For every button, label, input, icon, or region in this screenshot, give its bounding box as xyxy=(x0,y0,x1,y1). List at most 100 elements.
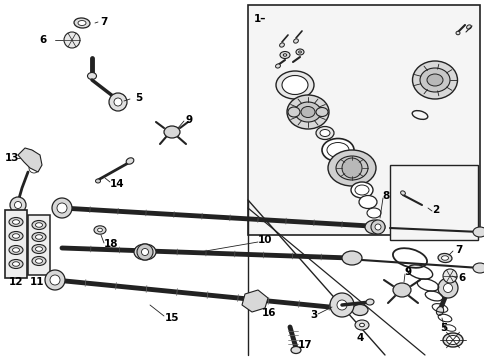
Ellipse shape xyxy=(134,244,156,260)
Text: 9: 9 xyxy=(404,267,411,277)
Ellipse shape xyxy=(327,150,375,186)
Ellipse shape xyxy=(319,130,329,136)
Ellipse shape xyxy=(354,185,368,195)
Ellipse shape xyxy=(9,260,23,268)
Ellipse shape xyxy=(126,158,134,164)
Ellipse shape xyxy=(446,336,458,345)
Ellipse shape xyxy=(13,234,19,238)
Ellipse shape xyxy=(316,107,327,116)
Bar xyxy=(5,210,27,278)
Ellipse shape xyxy=(350,182,372,198)
Ellipse shape xyxy=(466,25,470,29)
Ellipse shape xyxy=(426,74,442,86)
Circle shape xyxy=(45,270,65,290)
Text: 11: 11 xyxy=(30,277,45,287)
Text: 10: 10 xyxy=(257,235,272,245)
Ellipse shape xyxy=(35,247,43,251)
Circle shape xyxy=(136,244,152,260)
Ellipse shape xyxy=(32,256,46,266)
Text: 16: 16 xyxy=(261,308,276,318)
Circle shape xyxy=(15,201,21,208)
Ellipse shape xyxy=(164,126,180,138)
Ellipse shape xyxy=(326,142,348,157)
Ellipse shape xyxy=(351,305,367,316)
Ellipse shape xyxy=(455,31,459,35)
Text: 2: 2 xyxy=(431,205,439,215)
Ellipse shape xyxy=(287,95,328,129)
Text: 18: 18 xyxy=(104,239,118,249)
Text: 9: 9 xyxy=(184,115,192,125)
Ellipse shape xyxy=(95,179,100,183)
Ellipse shape xyxy=(32,232,46,241)
Text: 1–: 1– xyxy=(254,14,266,24)
Text: 17: 17 xyxy=(297,340,312,350)
Ellipse shape xyxy=(335,156,367,180)
Ellipse shape xyxy=(364,220,384,234)
Ellipse shape xyxy=(74,18,90,28)
Bar xyxy=(389,165,477,240)
Text: 5: 5 xyxy=(439,323,446,333)
Ellipse shape xyxy=(281,75,307,95)
Ellipse shape xyxy=(290,347,301,353)
Ellipse shape xyxy=(472,263,484,273)
Circle shape xyxy=(64,32,80,48)
Ellipse shape xyxy=(293,39,298,43)
Bar xyxy=(247,5,479,235)
Ellipse shape xyxy=(87,72,96,80)
Ellipse shape xyxy=(32,245,46,253)
Ellipse shape xyxy=(341,251,361,265)
Ellipse shape xyxy=(298,51,301,53)
Ellipse shape xyxy=(279,43,284,47)
Ellipse shape xyxy=(400,191,405,195)
Text: 4: 4 xyxy=(356,333,363,343)
Ellipse shape xyxy=(78,20,86,25)
Ellipse shape xyxy=(279,51,289,59)
Circle shape xyxy=(374,224,380,230)
Ellipse shape xyxy=(472,227,484,237)
Ellipse shape xyxy=(316,126,333,140)
Circle shape xyxy=(370,220,384,234)
Ellipse shape xyxy=(275,71,313,99)
Text: 6: 6 xyxy=(40,35,47,45)
Ellipse shape xyxy=(321,139,353,161)
Circle shape xyxy=(29,163,39,173)
Ellipse shape xyxy=(283,54,286,56)
Ellipse shape xyxy=(358,196,376,208)
Ellipse shape xyxy=(94,226,106,234)
Text: 7: 7 xyxy=(454,245,461,255)
Text: 6: 6 xyxy=(457,273,464,283)
Circle shape xyxy=(50,275,60,285)
Text: 13: 13 xyxy=(5,153,19,163)
Circle shape xyxy=(329,293,353,317)
Ellipse shape xyxy=(354,320,368,330)
Ellipse shape xyxy=(436,307,443,315)
Ellipse shape xyxy=(366,208,380,218)
Ellipse shape xyxy=(412,61,456,99)
Ellipse shape xyxy=(419,68,449,92)
Circle shape xyxy=(10,197,26,213)
Ellipse shape xyxy=(35,259,43,263)
Polygon shape xyxy=(242,290,268,312)
Circle shape xyxy=(109,93,127,111)
Ellipse shape xyxy=(301,106,314,117)
Circle shape xyxy=(336,300,346,310)
Ellipse shape xyxy=(294,102,320,122)
Circle shape xyxy=(57,203,67,213)
Ellipse shape xyxy=(392,283,410,297)
Circle shape xyxy=(442,283,452,292)
Circle shape xyxy=(24,150,36,162)
Ellipse shape xyxy=(35,235,43,239)
Circle shape xyxy=(114,98,122,106)
Ellipse shape xyxy=(35,223,43,227)
Ellipse shape xyxy=(437,253,451,262)
Text: 8: 8 xyxy=(381,191,389,201)
Ellipse shape xyxy=(440,256,448,260)
Ellipse shape xyxy=(13,220,19,224)
Ellipse shape xyxy=(442,333,462,347)
Circle shape xyxy=(341,158,361,178)
Text: 5: 5 xyxy=(135,93,142,103)
Ellipse shape xyxy=(9,246,23,255)
Circle shape xyxy=(141,248,148,256)
Circle shape xyxy=(437,278,457,298)
Text: 12: 12 xyxy=(9,277,23,287)
